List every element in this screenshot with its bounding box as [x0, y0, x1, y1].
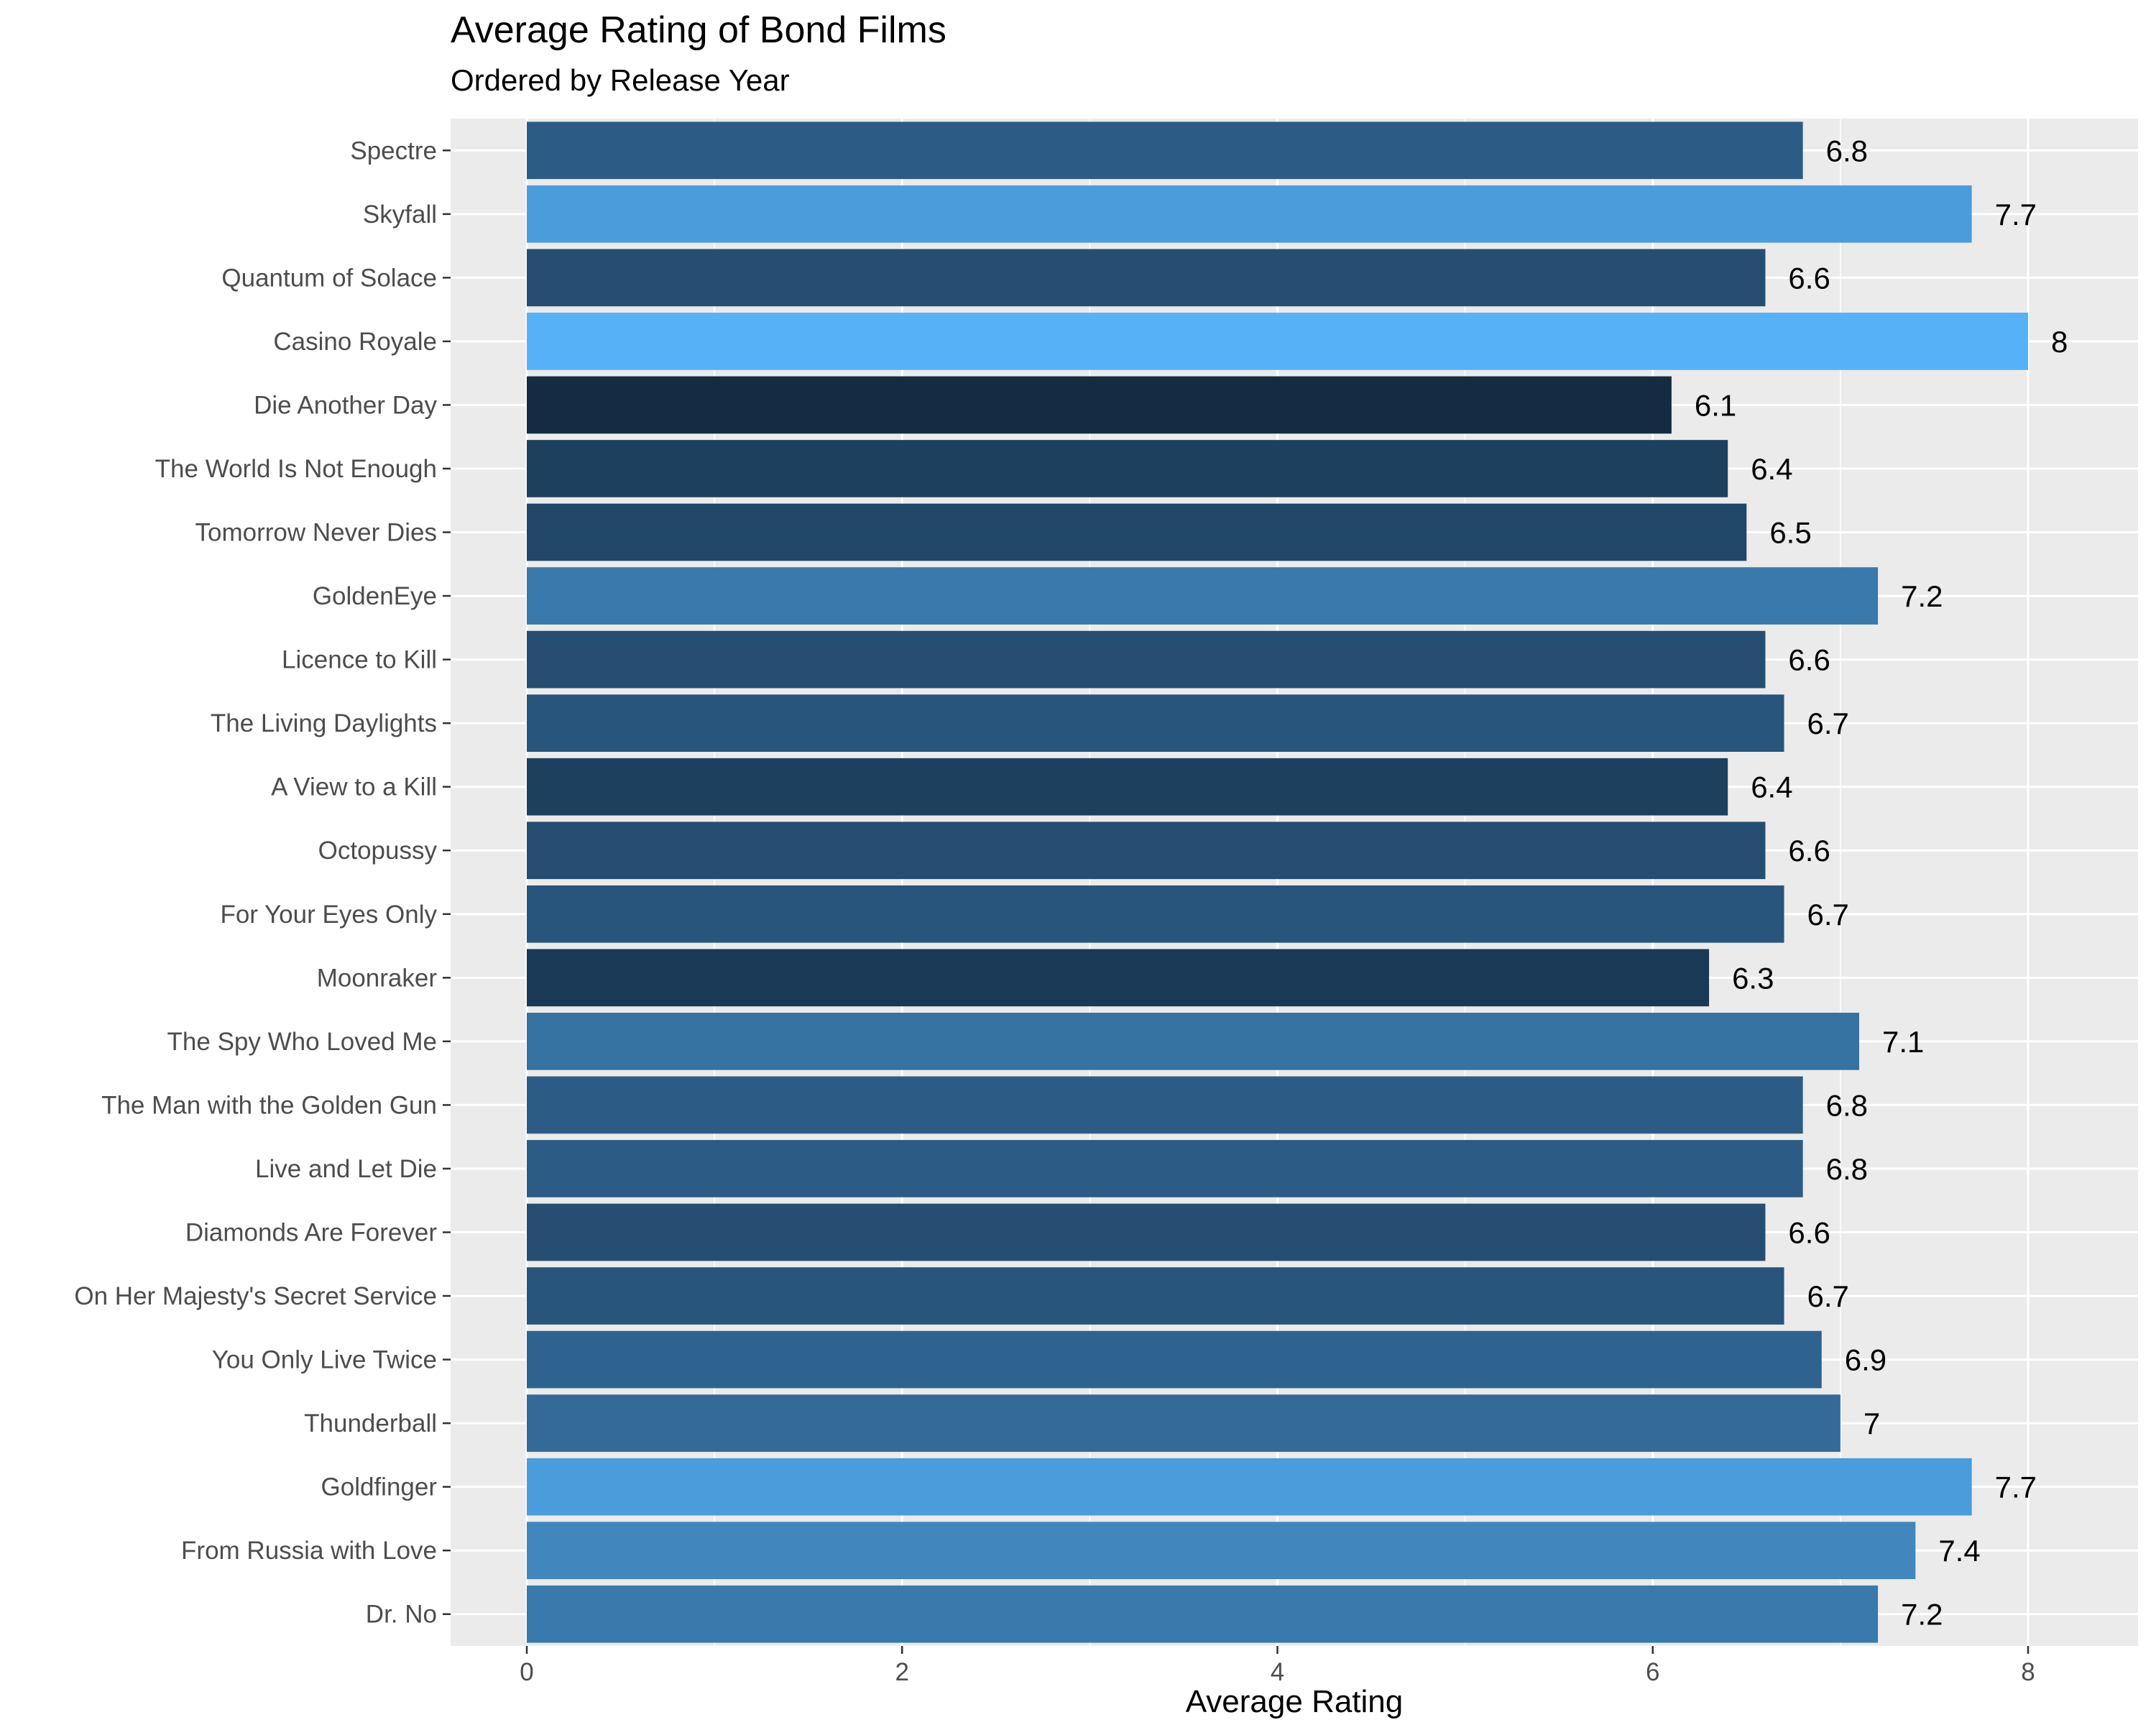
value-label: 6.6 — [1788, 261, 1830, 295]
value-label: 6.6 — [1788, 1215, 1830, 1249]
value-label: 7.7 — [1995, 1471, 2037, 1504]
y-tick-label: Spectre — [350, 137, 437, 165]
x-tick-label: 2 — [895, 1658, 909, 1686]
bar — [527, 121, 1803, 180]
x-axis-title: Average Rating — [1186, 1684, 1404, 1719]
bar — [527, 630, 1766, 689]
value-label: 6.4 — [1751, 452, 1792, 486]
x-tick-label: 6 — [1646, 1658, 1659, 1686]
bar — [527, 249, 1766, 307]
bar — [527, 1267, 1784, 1325]
value-label: 6.8 — [1826, 1088, 1868, 1122]
value-labels: 6.8 7.7 6.6 8 6.1 6.4 6.5 7.2 6.6 6.7 6.4 6.6 6.7 6.3… — [1695, 134, 2068, 1631]
y-tick-label: Casino Royale — [273, 328, 437, 356]
y-tick-label: Dr. No — [366, 1601, 437, 1629]
bar — [527, 1458, 1972, 1516]
value-label: 8 — [2051, 325, 2068, 359]
bar — [527, 567, 1879, 625]
y-tick-label: Moonraker — [317, 964, 438, 992]
y-tick-label: For Your Eyes Only — [220, 901, 437, 929]
value-label: 7.1 — [1882, 1025, 1924, 1059]
plot-panel — [451, 119, 2138, 1646]
chart-title: Average Rating of Bond Films — [451, 9, 946, 51]
bar — [527, 185, 1972, 243]
y-tick-label: On Her Majesty's Secret Service — [74, 1282, 437, 1310]
value-label: 6.1 — [1695, 388, 1736, 422]
x-tick-label: 0 — [520, 1658, 533, 1686]
bar — [527, 949, 1710, 1007]
value-label: 7.4 — [1938, 1534, 1980, 1568]
chart-subtitle: Ordered by Release Year — [451, 63, 790, 97]
x-tick-label: 4 — [1271, 1658, 1284, 1686]
value-label: 6.9 — [1845, 1343, 1886, 1377]
y-tick-label: GoldenEye — [313, 582, 437, 610]
bar — [527, 694, 1784, 752]
y-tick-label: You Only Live Twice — [212, 1346, 437, 1374]
y-tick-label: Tomorrow Never Dies — [195, 519, 437, 547]
bar — [527, 313, 2028, 370]
bar — [527, 1076, 1803, 1134]
value-label: 6.3 — [1732, 961, 1774, 995]
bar — [527, 1330, 1822, 1389]
y-tick-label: Octopussy — [318, 837, 438, 865]
x-tick-label: 8 — [2021, 1658, 2035, 1686]
value-label: 6.6 — [1788, 643, 1830, 677]
bars — [527, 121, 2028, 1643]
y-tick-label: A View to a Kill — [271, 773, 437, 801]
bar — [527, 758, 1728, 816]
value-label: 7.2 — [1901, 1598, 1943, 1632]
y-tick-label: The World Is Not Enough — [155, 455, 437, 483]
y-tick-label: Licence to Kill — [282, 646, 437, 674]
value-label: 6.7 — [1807, 1279, 1849, 1313]
y-tick-label: Live and Let Die — [255, 1155, 437, 1183]
bar — [527, 1203, 1766, 1261]
bar — [527, 1013, 1859, 1070]
y-tick-label: Skyfall — [363, 201, 437, 229]
y-tick-label: Thunderball — [304, 1409, 437, 1438]
bar — [527, 440, 1728, 497]
y-tick-label: Die Another Day — [254, 391, 437, 419]
bar — [527, 1394, 1841, 1452]
bar — [527, 1585, 1879, 1643]
bar — [527, 1522, 1916, 1580]
bar — [527, 822, 1766, 880]
y-tick-label: From Russia with Love — [181, 1537, 437, 1565]
y-tick-label: Diamonds Are Forever — [185, 1218, 437, 1246]
value-label: 6.5 — [1769, 516, 1811, 550]
value-label: 7.2 — [1901, 579, 1943, 613]
bar — [527, 885, 1784, 943]
y-axis: Spectre Skyfall Quantum of Solace Casino Ro… — [74, 137, 451, 1629]
value-label: 7.7 — [1995, 198, 2037, 231]
value-label: 6.7 — [1807, 898, 1849, 932]
value-label: 6.7 — [1807, 707, 1849, 740]
value-label: 6.6 — [1788, 834, 1830, 868]
value-label: 6.8 — [1826, 1152, 1868, 1186]
bar — [527, 1140, 1803, 1197]
y-tick-label: The Living Daylights — [211, 709, 437, 737]
y-tick-label: The Man with the Golden Gun — [101, 1091, 437, 1119]
y-tick-label: Quantum of Solace — [221, 264, 437, 292]
bar — [527, 503, 1747, 561]
value-label: 6.4 — [1751, 770, 1792, 804]
y-tick-label: Goldfinger — [321, 1473, 438, 1501]
x-axis: 0 2 4 6 8 — [520, 1646, 2035, 1686]
bar — [527, 376, 1672, 434]
value-label: 6.8 — [1826, 134, 1868, 167]
y-tick-label: The Spy Who Loved Me — [167, 1028, 437, 1056]
value-label: 7 — [1864, 1407, 1880, 1440]
